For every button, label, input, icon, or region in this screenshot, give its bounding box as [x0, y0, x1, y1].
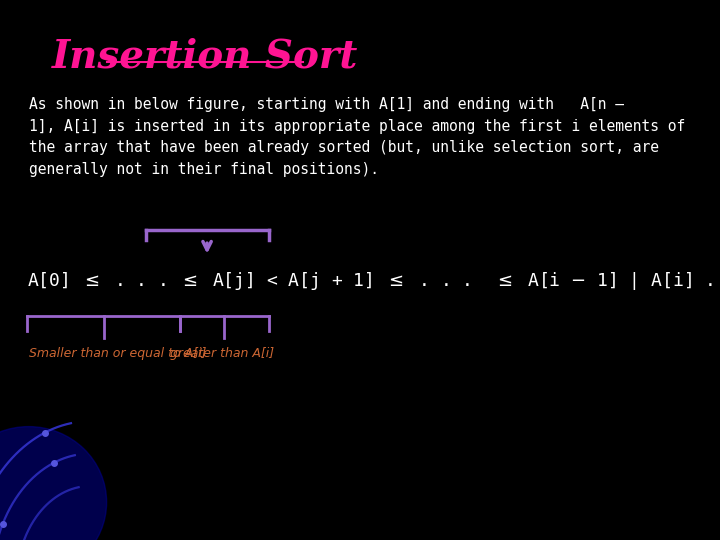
Ellipse shape: [0, 427, 107, 540]
Text: Insertion Sort: Insertion Sort: [52, 38, 359, 76]
Text: As shown in below figure, starting with A[1] and ending with   A[n –
1], A[i] is: As shown in below figure, starting with …: [29, 97, 685, 177]
Text: greater than A[i]: greater than A[i]: [170, 347, 274, 360]
Text: Smaller than or equal to A[i]: Smaller than or equal to A[i]: [29, 347, 206, 360]
Text: A[0] $\leq$ . . . $\leq$ A[j] < A[j + 1] $\leq$ . . .  $\leq$ A[i $-$ 1] | A[i] : A[0] $\leq$ . . . $\leq$ A[j] < A[j + 1]…: [27, 270, 720, 292]
